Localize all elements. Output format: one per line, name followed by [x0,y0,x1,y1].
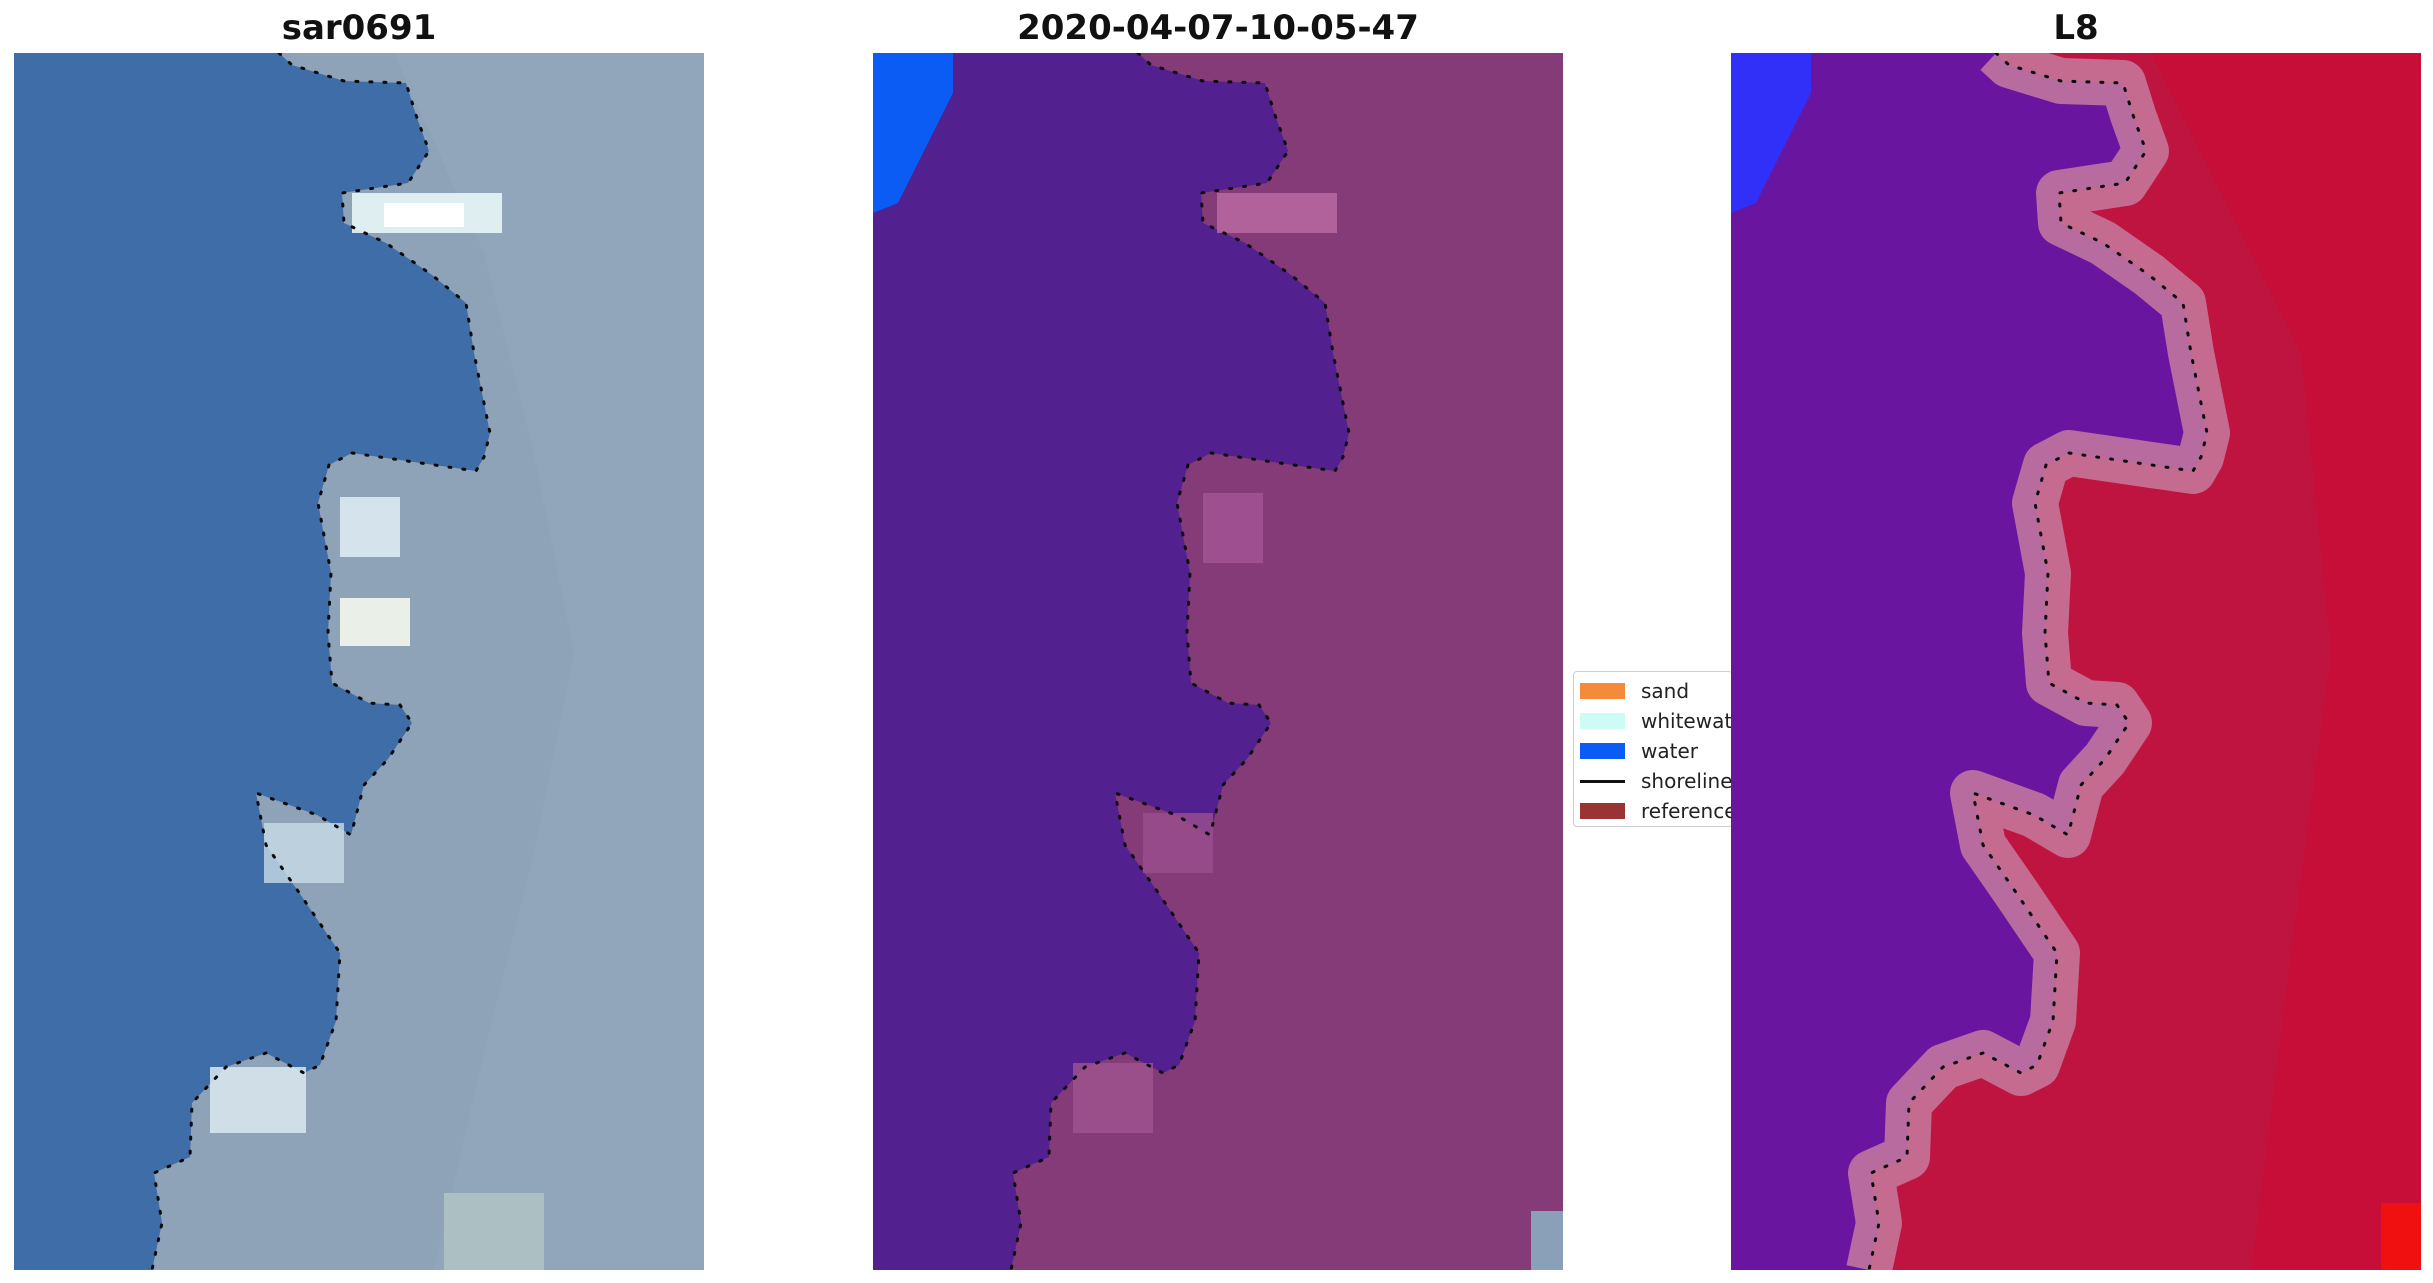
legend-item-shoreline: shoreline [1580,769,1733,793]
legend-label-reference: reference [1641,799,1733,823]
classified-image [873,53,1563,1270]
legend-label-whitewater: whitewater [1641,709,1733,733]
panel-title-classified: 2020-04-07-10-05-47 [1017,8,1419,48]
index-image [1731,53,2421,1270]
water-swatch [1580,743,1625,759]
water-patch-index [1731,53,1811,213]
shoreline-line-icon [1580,779,1625,783]
legend-label-water: water [1641,739,1698,763]
legend-label-sand: sand [1641,679,1690,703]
reference-swatch [1580,803,1625,819]
panel-title-index: L8 [2053,8,2099,48]
legend: sand whitewater water shoreline referenc… [1573,671,1733,827]
rgb-image [14,53,704,1270]
classified-image-panel [873,53,1563,1270]
legend-label-shoreline: shoreline [1641,769,1733,793]
index-image-panel [1731,53,2421,1270]
whitewater-swatch [1580,713,1625,729]
shoreline-dotted [1009,53,1351,1270]
legend-item-reference: reference [1580,799,1733,823]
sand-swatch [1580,683,1625,699]
legend-item-sand: sand [1580,679,1690,703]
shoreline-dotted [150,53,492,1270]
legend-item-water: water [1580,739,1698,763]
rgb-image-panel [14,53,704,1270]
legend-item-whitewater: whitewater [1580,709,1733,733]
water-patch-classified [873,53,953,213]
panel-title-rgb: sar0691 [281,8,437,48]
shoreline-dotted [1867,53,2209,1270]
